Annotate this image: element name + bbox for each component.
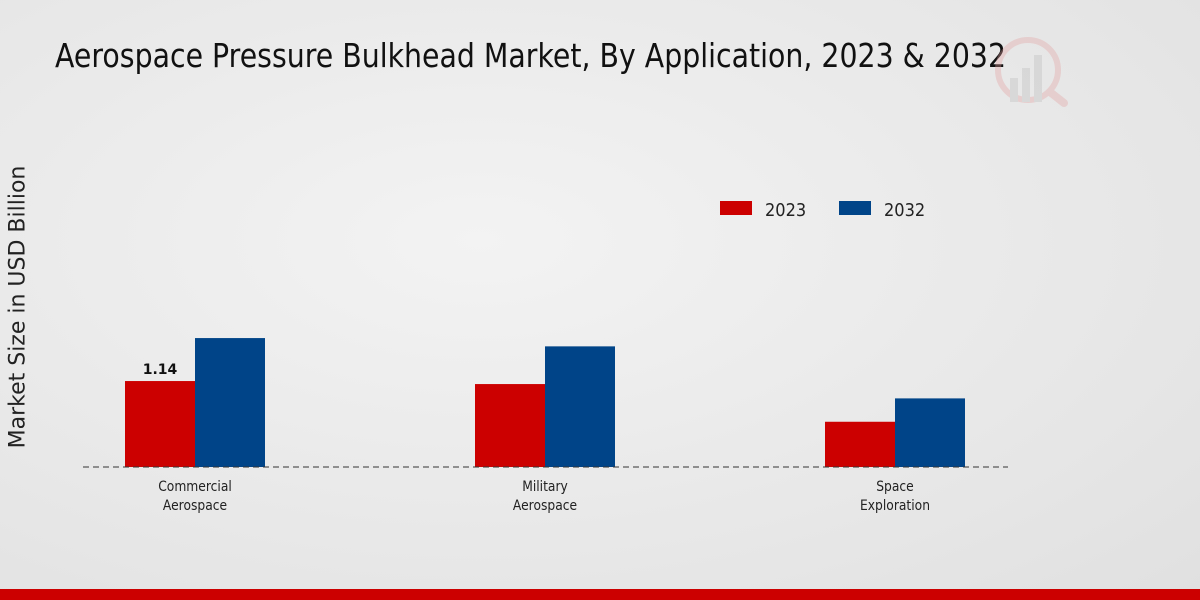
bar-2032-0 [195,338,265,467]
legend-label-2023: 2023 [765,200,806,221]
x-tick-label: Military [522,479,568,495]
bar-2023-0 [125,381,195,467]
watermark-logo-icon [995,37,1068,107]
x-tick-label: Space [876,479,914,495]
x-tick-label: Commercial [158,479,232,495]
bottom-accent-bar [0,589,1200,600]
bar-2023-1 [475,384,545,467]
legend-label-2032: 2032 [884,200,925,221]
legend-swatch-2023 [720,201,752,215]
bar-2032-1 [545,346,615,467]
chart-title: Aerospace Pressure Bulkhead Market, By A… [55,36,1007,75]
bar-2032-2 [895,398,965,467]
legend-swatch-2032 [839,201,871,215]
x-tick-label: Aerospace [163,498,227,514]
bar-2023-2 [825,421,895,467]
data-label: 1.14 [143,362,178,378]
x-tick-label: Aerospace [513,498,577,514]
x-tick-label: Exploration [860,498,930,514]
